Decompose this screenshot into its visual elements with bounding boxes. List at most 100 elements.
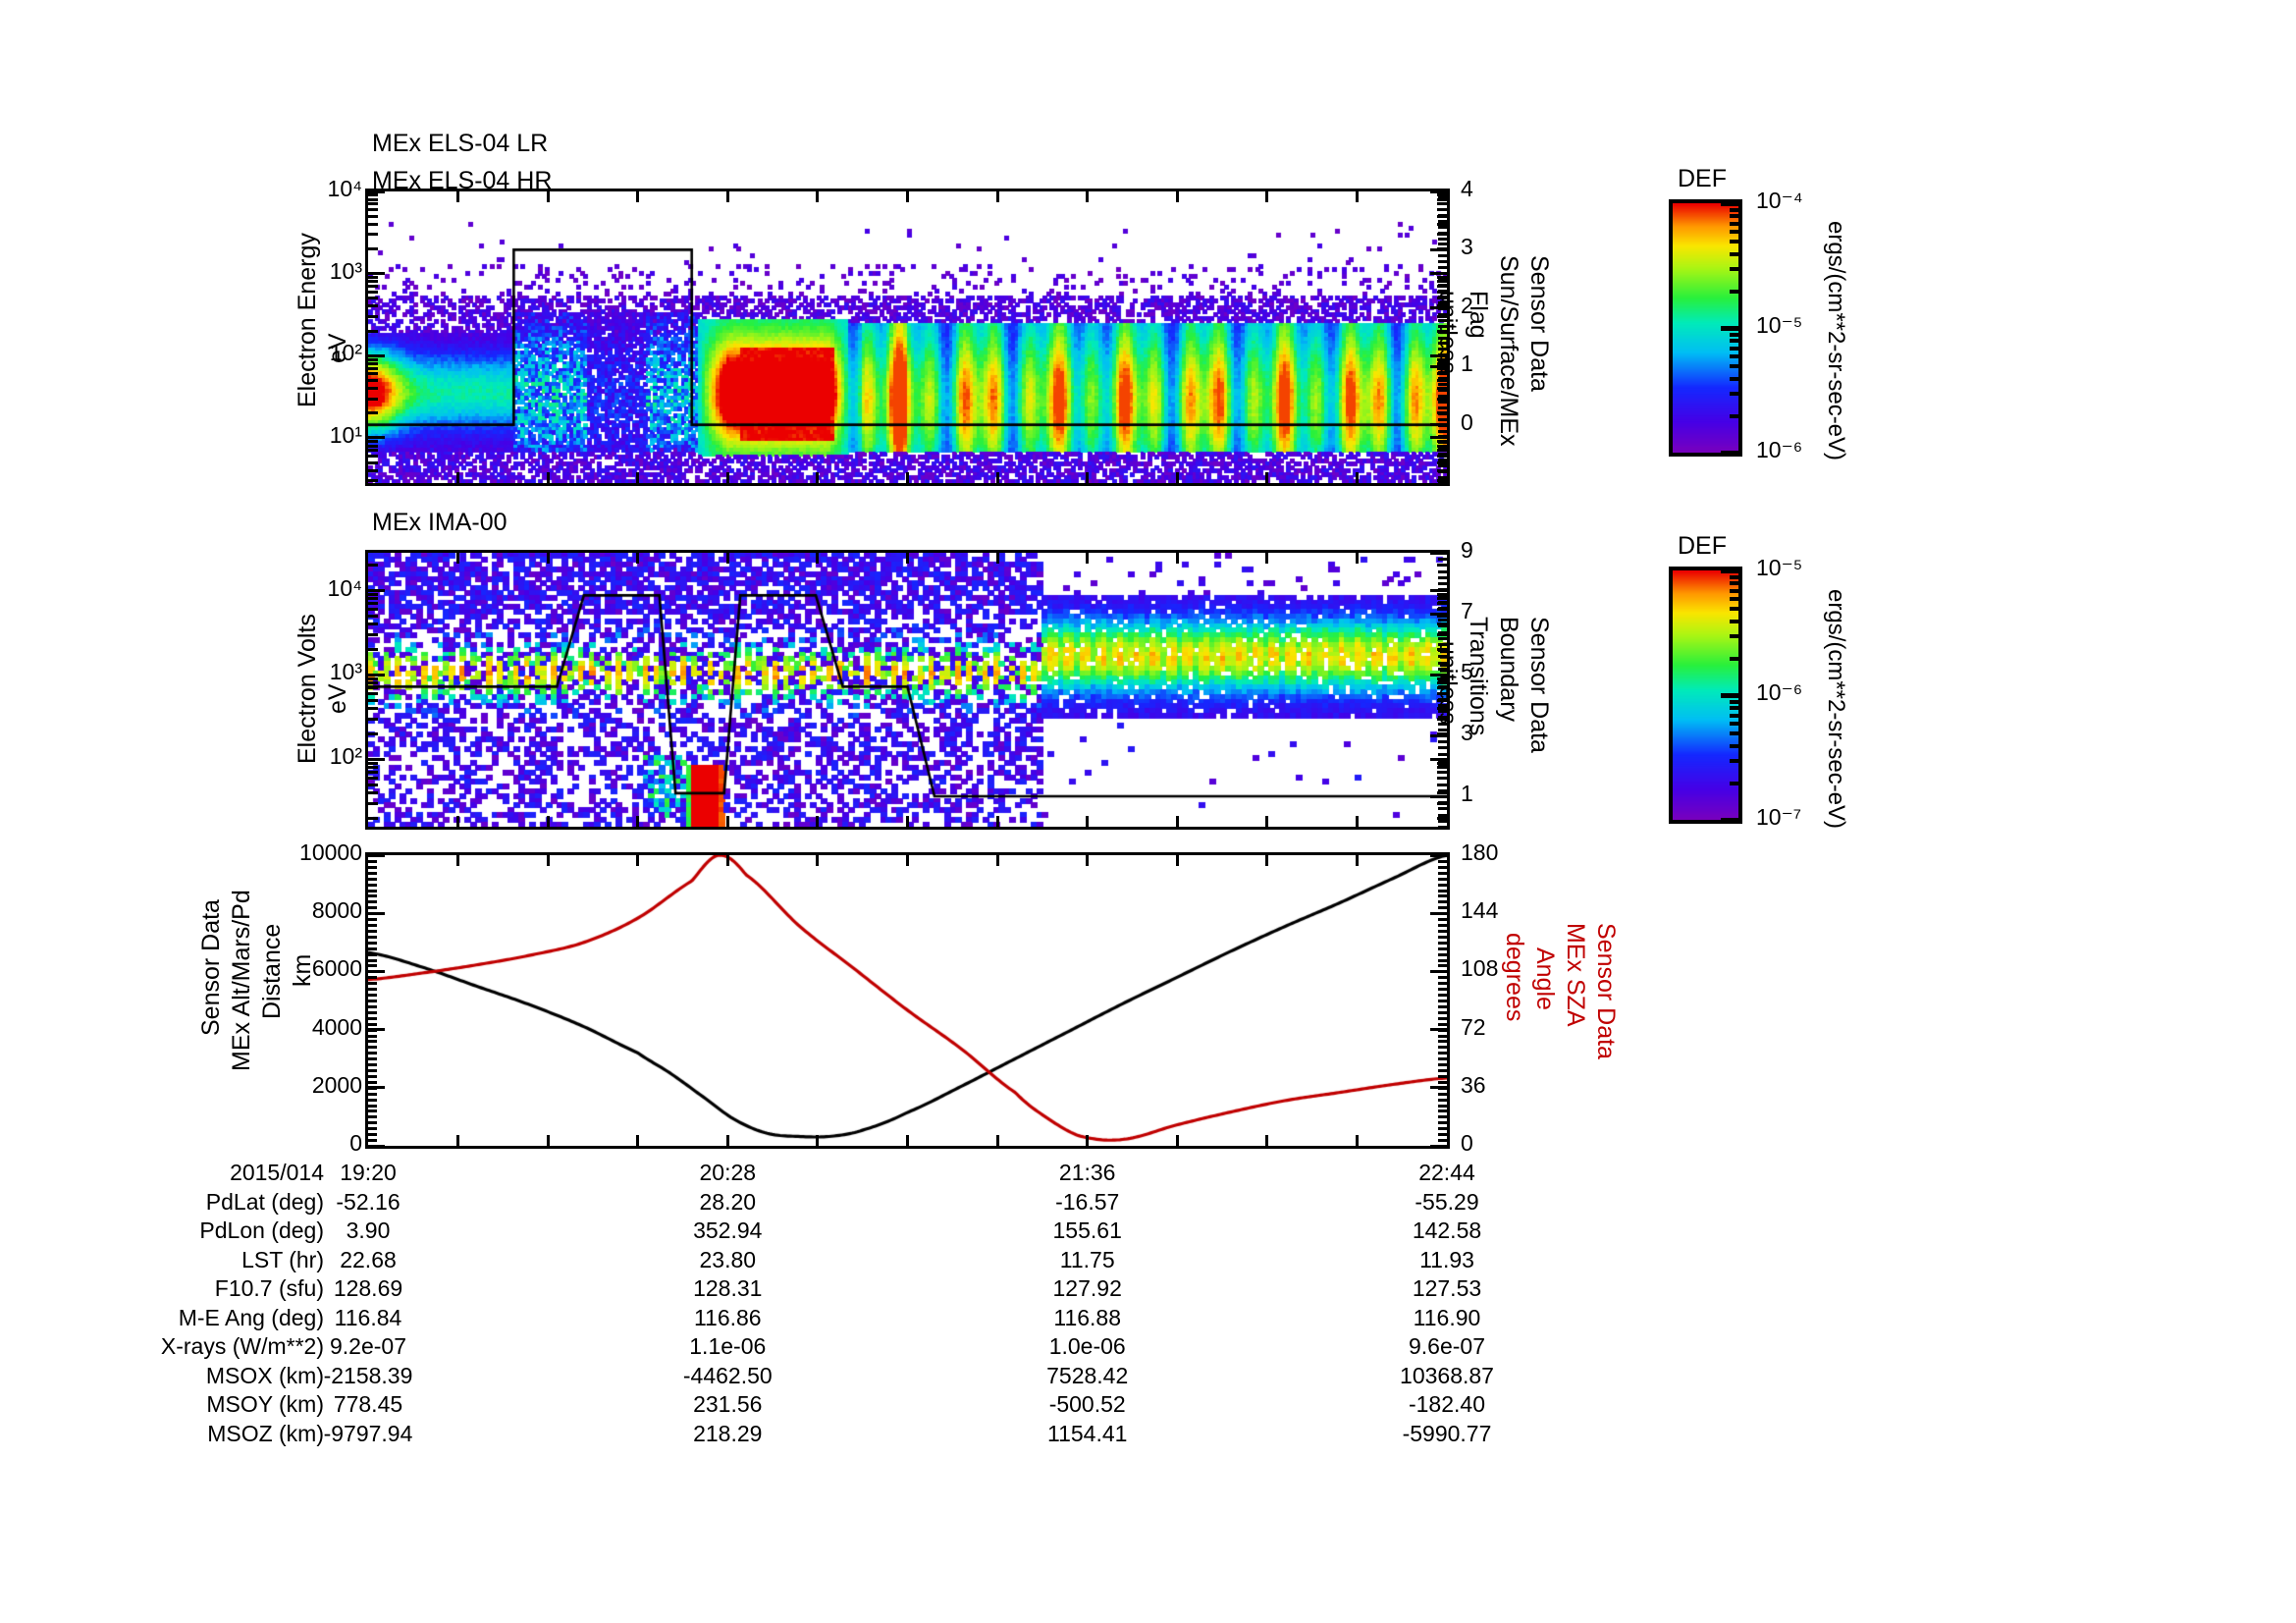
colorbar1-minor-tick — [1730, 413, 1742, 418]
y-tick-right-minor — [1438, 947, 1447, 950]
y-tick-right-minor — [1438, 464, 1447, 468]
panel3-left-axis-title-line4: km — [289, 953, 316, 987]
info-table-cell: 11.93 — [1419, 1246, 1474, 1272]
x-tick-top — [546, 855, 550, 866]
y-tick-left-minor — [368, 952, 377, 956]
x-tick-top — [1175, 855, 1179, 866]
colorbar2-tick-label-2: 10⁻⁷ — [1756, 804, 1802, 830]
x-tick-top — [1265, 553, 1269, 564]
y-tick-left — [368, 297, 378, 300]
y-tick-label-right: 4 — [1461, 176, 1473, 201]
y-tick-left — [368, 648, 378, 652]
colorbar1-minor-tick — [1730, 354, 1742, 359]
y-tick-right-minor — [1438, 284, 1447, 288]
info-table-cell: 116.88 — [1053, 1304, 1122, 1330]
info-table-row-label-9: MSOZ (km) — [207, 1420, 324, 1446]
y-tick-right-minor — [1438, 807, 1447, 811]
x-tick-top — [816, 191, 820, 202]
y-tick-right — [1437, 379, 1447, 382]
x-tick-top — [636, 855, 640, 866]
y-tick-left — [368, 698, 378, 702]
colorbar2-minor-tick — [1730, 656, 1742, 661]
info-table-cell: 28.20 — [699, 1188, 757, 1215]
y-tick-right-minor — [1438, 752, 1447, 756]
y-tick-right — [1437, 361, 1447, 365]
y-tick-right-minor — [1438, 661, 1447, 665]
y-tick-left-minor — [368, 976, 377, 980]
x-tick-bottom — [456, 472, 460, 483]
y-tick-right-minor — [1438, 912, 1447, 916]
panel1-plot-area[interactable] — [365, 189, 1450, 486]
panel3-plot-area[interactable] — [365, 852, 1450, 1149]
y-tick-right-minor — [1438, 300, 1447, 304]
y-tick-right-minor — [1438, 342, 1447, 346]
y-tick-right-minor — [1438, 859, 1447, 863]
y-tick-right-minor — [1438, 324, 1447, 328]
y-tick-left-minor — [368, 935, 377, 939]
info-table-row-label-0: 2015/014 — [230, 1160, 324, 1185]
y-tick-left — [368, 692, 378, 696]
y-tick-left-minor — [368, 947, 377, 950]
x-tick-bottom — [546, 472, 550, 483]
y-tick-right-minor — [1438, 1139, 1447, 1143]
x-tick-top — [1355, 553, 1359, 564]
y-tick-right-minor — [1438, 558, 1447, 562]
y-tick-label-left: 8000 — [311, 897, 362, 924]
y-tick-right-minor — [1438, 383, 1447, 387]
y-tick-right — [1437, 233, 1447, 237]
y-tick-right-minor — [1438, 289, 1447, 293]
colorbar1-minor-tick — [1730, 332, 1742, 337]
y-tick-left-minor — [368, 964, 377, 968]
y-tick-left — [368, 771, 378, 775]
y-tick-left — [368, 372, 378, 376]
y-tick-right — [1437, 707, 1447, 711]
x-tick-top — [906, 191, 909, 202]
info-table-cell: 218.29 — [693, 1420, 763, 1446]
y-tick-right-minor — [1438, 476, 1447, 480]
y-tick-right-minor — [1438, 894, 1447, 898]
y-tick-right-minor — [1438, 988, 1447, 992]
colorbar2-major-tick-0 — [1721, 568, 1742, 573]
x-tick-bottom — [725, 816, 729, 827]
y-tick-left-minor — [368, 1016, 377, 1020]
y-tick-right — [1437, 314, 1447, 318]
y-tick-left — [368, 564, 378, 568]
x-tick-bottom — [1086, 816, 1090, 827]
y-tick-right-minor — [1438, 813, 1447, 817]
y-tick-right-minor — [1438, 685, 1447, 689]
colorbar2-minor-tick — [1730, 634, 1742, 639]
y-tick-right — [1437, 633, 1447, 637]
x-tick-top — [546, 553, 550, 564]
colorbar1-minor-tick — [1730, 221, 1742, 226]
y-tick-left-minor — [368, 1040, 377, 1044]
y-tick-right-minor — [1438, 588, 1447, 592]
y-tick-right-minor — [1438, 964, 1447, 968]
colorbar2-unit-label: ergs/(cm**2-sr-sec-eV) — [1823, 589, 1849, 830]
y-tick-right-minor — [1438, 826, 1447, 829]
y-tick-left — [368, 222, 378, 226]
y-tick-right — [1437, 731, 1447, 735]
y-tick-right-minor — [1438, 697, 1447, 701]
y-tick-label-left: 10³ — [329, 659, 362, 685]
y-tick-left — [368, 233, 378, 237]
y-tick-right — [1437, 449, 1447, 453]
y-tick-label-right: 144 — [1461, 897, 1499, 924]
x-tick-bottom — [636, 816, 640, 827]
colorbar1-minor-tick — [1730, 251, 1742, 256]
x-tick-top — [1175, 553, 1179, 564]
info-table-cell: 116.86 — [693, 1304, 762, 1330]
colorbar1-tick-label-0: 10⁻⁴ — [1756, 188, 1803, 213]
colorbar1-major-tick-1 — [1721, 326, 1742, 331]
y-tick-left-minor — [368, 1052, 377, 1055]
y-tick-right-minor — [1438, 552, 1447, 555]
y-tick-right — [1437, 597, 1447, 601]
panel2-plot-area[interactable] — [365, 550, 1450, 830]
y-tick-right — [1437, 280, 1447, 284]
colorbar2-minor-tick — [1730, 574, 1742, 579]
y-tick-left-minor — [368, 1010, 377, 1014]
y-tick-right — [1437, 455, 1447, 459]
y-tick-left — [368, 783, 378, 786]
y-tick-right-minor — [1438, 801, 1447, 805]
y-tick-right-minor — [1438, 976, 1447, 980]
y-tick-right-minor — [1438, 237, 1447, 241]
